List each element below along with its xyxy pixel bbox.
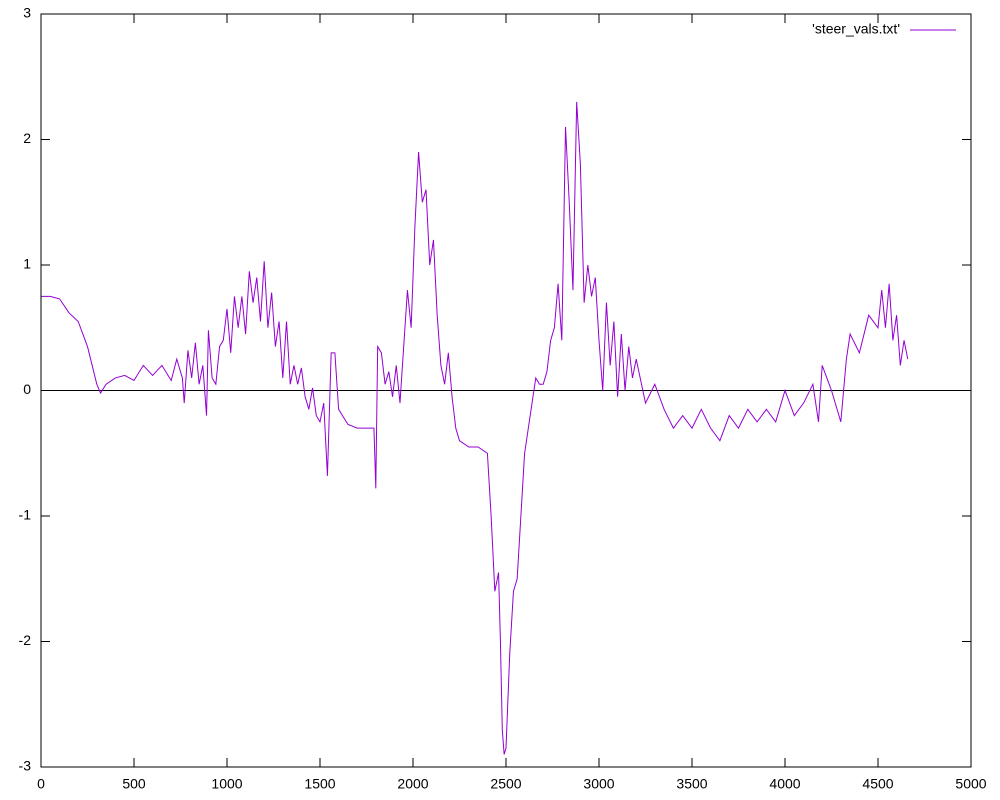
x-tick-label: 4500	[862, 776, 893, 792]
x-tick-label: 2500	[490, 776, 521, 792]
x-tick-label: 3500	[676, 776, 707, 792]
x-tick-label: 3000	[583, 776, 614, 792]
x-tick-label: 2000	[397, 776, 428, 792]
x-tick-label: 1000	[211, 776, 242, 792]
y-tick-label: -1	[19, 507, 32, 523]
x-tick-label: 1500	[304, 776, 335, 792]
y-tick-label: -3	[19, 758, 32, 774]
y-tick-label: -2	[19, 632, 32, 648]
data-line	[41, 101, 909, 755]
y-tick-label: 2	[23, 130, 31, 146]
x-tick-label: 5000	[955, 776, 986, 792]
y-tick-label: 0	[23, 381, 31, 397]
x-tick-label: 500	[122, 776, 146, 792]
plot-border	[40, 13, 972, 768]
legend-label: 'steer_vals.txt'	[812, 21, 900, 37]
y-tick-label: 3	[23, 5, 31, 21]
x-tick-label: 0	[37, 776, 45, 792]
y-tick-label: 1	[23, 256, 31, 272]
x-tick-label: 4000	[769, 776, 800, 792]
